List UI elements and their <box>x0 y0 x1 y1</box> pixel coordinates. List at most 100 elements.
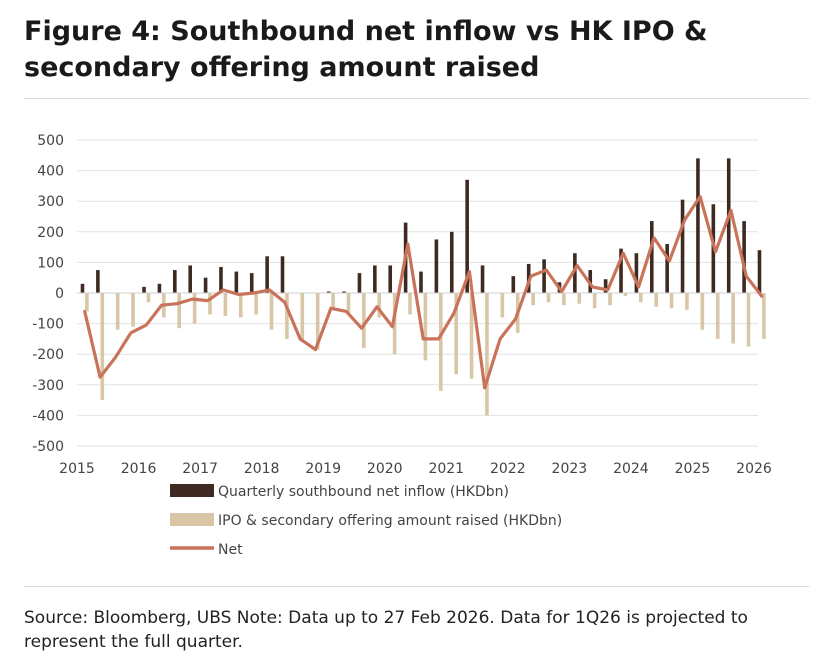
inflow-bar <box>665 244 669 293</box>
ipo-bar <box>115 293 120 330</box>
inflow-bar <box>649 221 654 293</box>
inflow-bar <box>419 271 423 293</box>
ipo-bar <box>315 293 320 350</box>
inflow-bar <box>465 179 469 293</box>
ipo-bar <box>762 293 766 339</box>
x-tick-label: 2020 <box>367 461 403 477</box>
inflow-bar <box>619 248 623 293</box>
inflow-bar <box>757 250 762 293</box>
ipo-bar <box>546 293 551 303</box>
inflow-bar <box>342 291 346 293</box>
net-line-group <box>83 195 764 390</box>
legend-label-net: Net <box>218 542 243 558</box>
ipo-bar <box>454 293 458 375</box>
y-tick-label: 400 <box>37 164 64 180</box>
inflow-bar <box>157 283 162 293</box>
ipo-bar <box>608 293 612 306</box>
chart: 500 400 300 200 100 0 -100 -200 -300 -400 -500 201… <box>32 133 772 558</box>
source-divider <box>24 586 809 587</box>
y-tick-label: 100 <box>37 255 64 271</box>
inflow-bar <box>696 158 700 293</box>
x-axis-ticks: 2015 2016 2017 2018 2019 2020 2021 2022 2023 2024… <box>59 461 772 477</box>
x-tick-label: 2021 <box>428 461 464 477</box>
ipo-bar <box>300 293 305 342</box>
ipo-bar <box>85 293 89 312</box>
inflow-bar <box>142 286 146 293</box>
inflow-bar <box>203 277 208 293</box>
x-tick-label: 2017 <box>182 461 218 477</box>
inflow-bar <box>249 273 254 293</box>
inflow-bar <box>449 231 454 293</box>
ipo-bar <box>146 293 151 303</box>
x-tick-label: 2026 <box>736 461 772 477</box>
inflow-bar <box>373 265 377 293</box>
ipo-bar <box>269 293 274 330</box>
ipo-bar <box>700 293 705 330</box>
x-tick-label: 2025 <box>675 461 711 477</box>
ipo-bar <box>208 293 212 315</box>
ipo-bar <box>392 293 397 355</box>
inflow-bar <box>265 256 269 293</box>
inflow-bar <box>173 270 177 293</box>
gridlines <box>77 139 758 447</box>
inflow-bar <box>388 265 393 293</box>
ipo-bar <box>362 293 366 349</box>
legend-swatch-inflow <box>170 484 214 497</box>
inflow-bar <box>234 271 239 293</box>
ipo-bar <box>331 293 335 310</box>
legend-item-inflow: Quarterly southbound net inflow (HKDbn) <box>170 484 509 500</box>
ipo-bar <box>654 293 658 307</box>
ipo-bar <box>715 293 720 339</box>
inflow-bar <box>96 270 100 293</box>
ipo-bar <box>500 293 505 318</box>
inflow-bar <box>742 221 746 293</box>
inflow-bar <box>280 256 285 293</box>
ipo-bar <box>469 293 474 379</box>
inflow-bar <box>680 199 685 293</box>
legend-item-net: Net <box>170 542 243 558</box>
source-note: Source: Bloomberg, UBS Note: Data up to … <box>24 608 748 652</box>
ipo-bar <box>531 293 535 306</box>
x-tick-label: 2023 <box>552 461 588 477</box>
legend: Quarterly southbound net inflow (HKDbn) … <box>170 484 562 558</box>
inflow-bars <box>80 158 762 293</box>
ipo-bar <box>238 293 243 318</box>
y-tick-label: -100 <box>32 317 64 333</box>
inflow-bar <box>573 253 577 293</box>
x-tick-label: 2016 <box>121 461 157 477</box>
ipo-bar <box>577 293 582 304</box>
ipo-bars <box>85 293 766 416</box>
inflow-bar <box>326 291 331 293</box>
ipo-bar <box>285 293 289 339</box>
y-tick-label: -300 <box>32 378 64 394</box>
y-tick-label: 300 <box>37 194 64 210</box>
y-tick-label: -500 <box>32 439 64 455</box>
ipo-bar <box>423 293 428 361</box>
inflow-bar <box>357 273 362 293</box>
ipo-bar <box>131 293 135 327</box>
ipo-bar <box>223 293 228 316</box>
ipo-bar <box>669 293 674 309</box>
chart-title: Figure 4: Southbound net inflow vs HK IP… <box>24 16 708 83</box>
ipo-bar <box>438 293 443 391</box>
x-tick-label: 2024 <box>613 461 649 477</box>
ipo-bar <box>639 293 643 303</box>
inflow-bar <box>542 259 546 293</box>
ipo-bar <box>623 293 628 297</box>
inflow-bar <box>726 158 731 293</box>
y-tick-label: 0 <box>55 286 64 302</box>
ipo-bar <box>485 293 489 416</box>
y-tick-label: 200 <box>37 225 64 241</box>
inflow-bar <box>480 265 485 293</box>
ipo-bar <box>731 293 735 344</box>
inflow-bar <box>511 276 516 293</box>
ipo-bar <box>192 293 197 324</box>
y-tick-label: -400 <box>32 408 64 424</box>
legend-label-ipo: IPO & secondary offering amount raised (… <box>218 513 562 529</box>
inflow-bar <box>188 265 192 293</box>
ipo-bar <box>592 293 597 309</box>
x-tick-label: 2018 <box>244 461 280 477</box>
ipo-bar <box>177 293 182 329</box>
legend-item-ipo: IPO & secondary offering amount raised (… <box>170 513 562 529</box>
inflow-bar <box>603 279 608 293</box>
